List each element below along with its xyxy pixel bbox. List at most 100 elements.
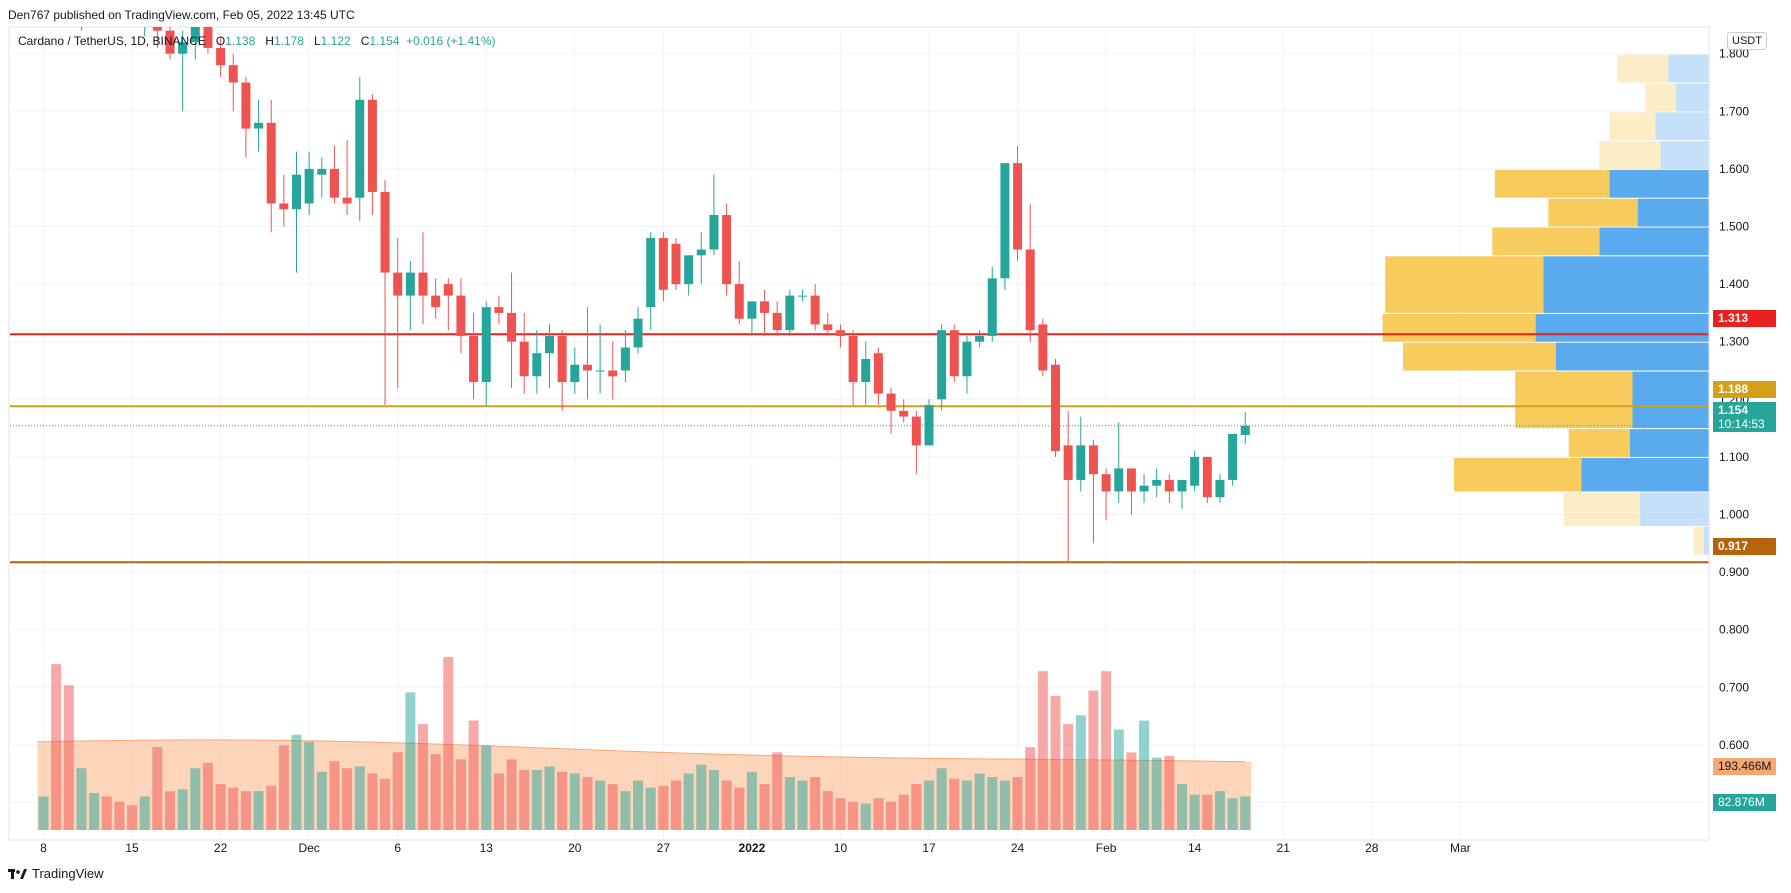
- candle-body: [279, 203, 289, 210]
- volume-bar: [1202, 794, 1213, 830]
- candle-body: [557, 335, 567, 383]
- candle-body: [835, 330, 845, 336]
- tradingview-logo-icon: [8, 868, 27, 879]
- candle-body: [254, 122, 264, 129]
- candle-body: [216, 47, 226, 66]
- candle-body: [367, 99, 377, 192]
- profile-down-bar: [1609, 112, 1656, 141]
- time-tick-label: 6: [394, 841, 401, 855]
- price-tick-label: 1.400: [1719, 277, 1749, 291]
- candle-body: [595, 370, 605, 372]
- candle-body: [1025, 249, 1035, 331]
- price-tick-label: 0.600: [1719, 738, 1749, 752]
- profile-up-bar: [1581, 457, 1709, 492]
- price-tick-label: 1.600: [1719, 162, 1749, 176]
- profile-up-bar: [1637, 198, 1709, 227]
- time-tick-label: 20: [568, 841, 582, 855]
- time-tick-label: Dec: [298, 841, 319, 855]
- low-value: 1.122: [320, 34, 351, 48]
- volume-bar: [936, 768, 947, 830]
- candle-body: [1228, 433, 1238, 480]
- volume-ma-area: [37, 739, 1252, 830]
- price-tick-label: 1.500: [1719, 220, 1749, 234]
- profile-up-bar: [1609, 169, 1709, 198]
- volume-bar: [304, 741, 315, 830]
- profile-up-bar: [1543, 256, 1709, 313]
- candle-body: [861, 358, 871, 383]
- candle-body: [1152, 479, 1162, 486]
- volume-bar: [1075, 715, 1086, 830]
- volume-bar: [253, 791, 264, 830]
- candle-body: [140, 8, 149, 20]
- candle-body: [924, 405, 934, 446]
- volume-bar: [455, 759, 466, 830]
- volume-bar: [392, 752, 403, 830]
- volume-bar: [165, 791, 175, 830]
- candle-body: [469, 335, 479, 383]
- volume-bar: [430, 754, 441, 830]
- volume-bar: [266, 785, 277, 830]
- volume-bar: [557, 771, 568, 830]
- candle-body: [152, 27, 162, 31]
- volume-bar: [240, 791, 251, 830]
- volume-bar: [924, 780, 934, 830]
- candle-body: [39, 0, 48, 2]
- candle-body: [608, 370, 618, 377]
- profile-up-bar: [1629, 429, 1709, 457]
- high-value: 1.178: [273, 34, 304, 48]
- volume-bar: [1240, 796, 1251, 830]
- candle-body: [304, 168, 314, 204]
- volume-bar: [746, 771, 757, 830]
- price-tick-label: 1.800: [1719, 47, 1749, 61]
- candle-body: [443, 284, 453, 296]
- price-tick-label: 1.300: [1719, 335, 1749, 349]
- high-label: H: [265, 34, 274, 48]
- profile-down-bar: [1693, 527, 1704, 555]
- volume-bar: [974, 773, 985, 830]
- profile-down-bar: [1382, 313, 1536, 342]
- time-tick-label: 15: [125, 841, 139, 855]
- volume-bar: [215, 784, 226, 830]
- volume-bar: [531, 770, 542, 830]
- bar-countdown: 10:14:53: [1718, 417, 1765, 431]
- volume-bar: [658, 785, 669, 830]
- profile-up-bar: [1632, 371, 1709, 429]
- change-value: +0.016 (+1.41%): [406, 34, 496, 48]
- profile-up-bar: [1640, 492, 1709, 527]
- header-bar: Den767 published on TradingView.com, Feb…: [0, 0, 1791, 30]
- time-tick-label: Mar: [1450, 841, 1471, 855]
- volume-bar: [1088, 690, 1099, 830]
- profile-down-bar: [1548, 198, 1638, 227]
- candle-body: [241, 82, 251, 129]
- volume-bar: [683, 773, 694, 830]
- currency-button[interactable]: USDT: [1727, 32, 1767, 50]
- volume-bar: [1227, 798, 1238, 830]
- candle-body: [1202, 456, 1212, 498]
- volume-bar: [544, 766, 555, 830]
- volume-bar: [329, 761, 340, 830]
- candle-body: [292, 174, 301, 210]
- volume-bar: [38, 796, 49, 830]
- volume-bar: [405, 692, 416, 830]
- footer-brand[interactable]: TradingView: [8, 866, 104, 881]
- candle-body: [582, 364, 592, 371]
- volume-bar: [873, 798, 884, 830]
- volume-ma-label: 193.466M: [1713, 758, 1776, 775]
- volume-bar: [1012, 777, 1023, 830]
- candles: [39, 0, 1250, 563]
- candle-body: [633, 318, 643, 348]
- volume-bar: [886, 801, 897, 830]
- volume-bar: [1151, 757, 1162, 830]
- volume-bar: [671, 780, 681, 830]
- candle-body: [1101, 474, 1111, 492]
- support-price-label: 0.917: [1713, 538, 1776, 555]
- volume-bar: [721, 780, 732, 830]
- profile-up-bar: [1668, 54, 1709, 83]
- time-tick-label: Feb: [1096, 841, 1117, 855]
- volume-bar: [481, 745, 492, 830]
- profile-down-bar: [1403, 342, 1556, 371]
- candle-body: [1240, 425, 1250, 436]
- candle-body: [228, 65, 238, 83]
- candle-body: [911, 416, 921, 446]
